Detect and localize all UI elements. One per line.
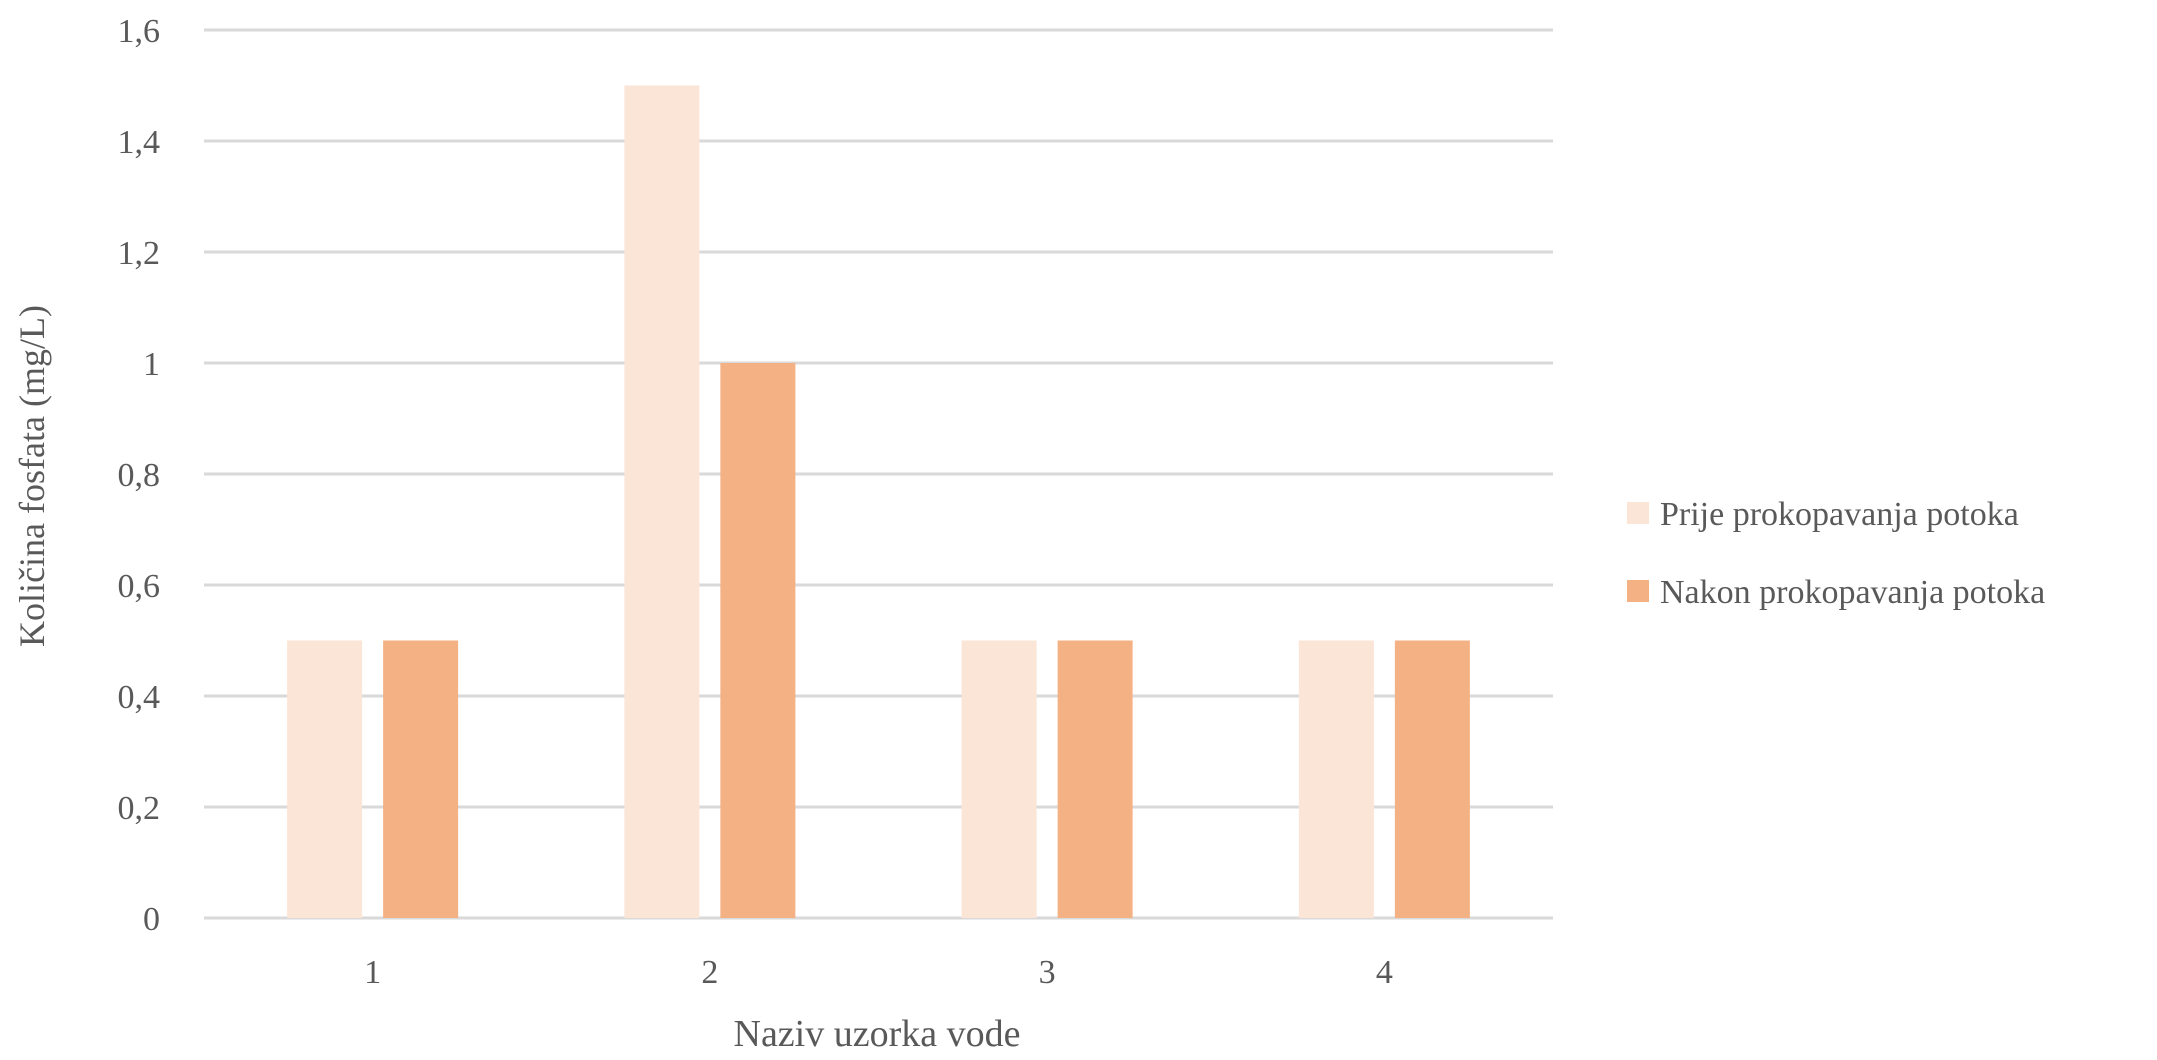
- x-tick-label: 2: [701, 954, 718, 991]
- bar-series-1-cat-2: [624, 85, 700, 918]
- x-axis-ticks: 1 2 3 4: [364, 954, 1393, 991]
- y-tick-label: 0: [143, 901, 160, 938]
- bar-series-2-cat-2: [720, 363, 796, 918]
- bar-series-1-cat-1: [287, 640, 363, 918]
- legend-swatch: [1627, 580, 1649, 602]
- legend-label: Prije prokopavanja potoka: [1660, 496, 2019, 533]
- bars: [287, 85, 1470, 918]
- legend-swatch: [1627, 502, 1649, 524]
- legend-label: Nakon prokopavanja potoka: [1660, 574, 2045, 611]
- bar-series-1-cat-3: [961, 640, 1037, 918]
- y-tick-label: 1: [143, 346, 160, 383]
- y-tick-label: 1,6: [118, 13, 161, 50]
- y-tick-label: 1,4: [118, 124, 161, 161]
- y-axis-ticks: 0 0,2 0,4 0,6 0,8 1 1,2 1,4 1,6: [118, 13, 161, 938]
- bar-series-2-cat-1: [383, 640, 459, 918]
- bar-series-2-cat-3: [1057, 640, 1133, 918]
- y-tick-label: 0,4: [118, 679, 161, 716]
- x-tick-label: 1: [364, 954, 381, 991]
- x-tick-label: 3: [1039, 954, 1056, 991]
- legend: Prije prokopavanja potoka Nakon prokopava…: [1627, 496, 2045, 611]
- y-tick-label: 0,6: [118, 568, 161, 605]
- y-tick-label: 0,8: [118, 457, 161, 494]
- y-tick-label: 1,2: [118, 235, 161, 272]
- bar-series-2-cat-4: [1394, 640, 1470, 918]
- y-axis-label: Količina fosfata (mg/L): [12, 305, 52, 647]
- bar-series-1-cat-4: [1298, 640, 1374, 918]
- x-tick-label: 4: [1376, 954, 1393, 991]
- y-tick-label: 0,2: [118, 790, 161, 827]
- x-axis-label: Naziv uzorka vode: [734, 1013, 1021, 1055]
